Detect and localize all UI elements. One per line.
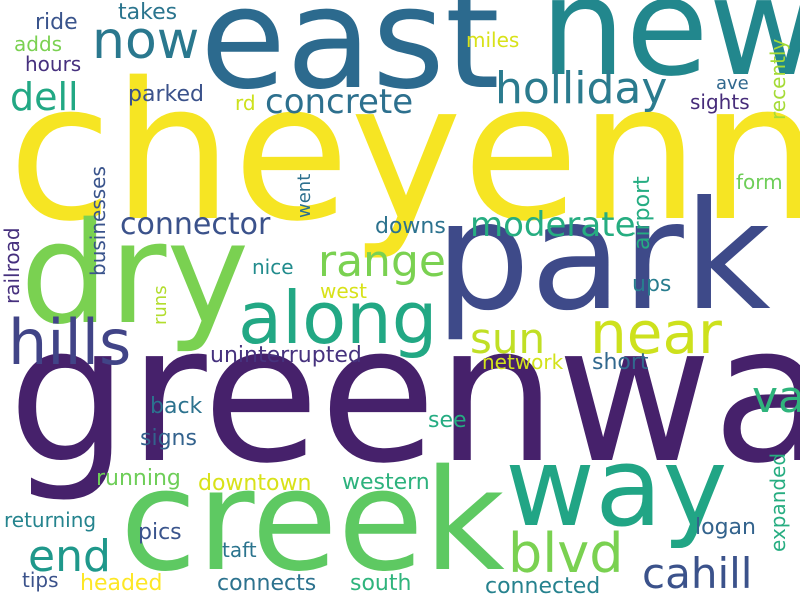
word: railroad: [0, 227, 24, 304]
word: hills: [8, 306, 132, 379]
word: connects: [217, 571, 317, 596]
word: downs: [375, 214, 446, 239]
word: ups: [632, 272, 672, 297]
word: near: [590, 299, 722, 367]
word: dry: [20, 193, 250, 356]
word: park: [435, 170, 771, 344]
word: uninterrupted: [210, 343, 362, 368]
word: runs: [150, 285, 171, 325]
word: tips: [22, 568, 59, 592]
word: pics: [138, 520, 182, 545]
word: network: [482, 350, 564, 374]
word: range: [318, 236, 446, 287]
word: connected: [485, 574, 601, 599]
word: headed: [80, 571, 163, 596]
word: greenway: [8, 284, 800, 505]
word: hours: [25, 52, 82, 76]
word: connector: [120, 207, 271, 242]
word: signs: [140, 426, 197, 451]
word: running: [96, 466, 181, 491]
word: cheyenne: [8, 42, 800, 263]
word: holliday: [495, 63, 668, 114]
word: creek: [120, 440, 505, 600]
word: miles: [466, 28, 520, 52]
word: east: [200, 0, 500, 121]
word: blvd: [508, 522, 624, 585]
word: nice: [252, 255, 294, 279]
word: recently: [766, 38, 790, 120]
word: logan: [695, 515, 756, 540]
word: expanded: [766, 452, 790, 552]
word: returning: [4, 508, 97, 532]
word: south: [350, 571, 412, 596]
word: moderate: [470, 205, 636, 245]
word: back: [150, 394, 203, 419]
word: sun: [470, 314, 546, 363]
word: sights: [690, 90, 750, 114]
word: airport: [630, 176, 655, 250]
word: concrete: [265, 82, 414, 122]
word: form: [736, 170, 783, 194]
word: along: [238, 276, 438, 360]
word: way: [505, 423, 728, 551]
word: adds: [14, 32, 63, 56]
word: end: [28, 531, 111, 582]
word: ride: [35, 10, 78, 35]
word: went: [294, 173, 315, 218]
word: rd: [235, 91, 256, 115]
word: short: [592, 350, 649, 375]
word: new: [540, 0, 800, 106]
word: dell: [10, 75, 79, 119]
word: businesses: [86, 166, 110, 276]
word: ave: [716, 73, 749, 94]
word: downtown: [198, 471, 312, 496]
word: taft: [222, 538, 257, 562]
word: western: [342, 470, 430, 495]
word: now: [92, 11, 200, 71]
word: west: [320, 279, 367, 303]
word: cahill: [642, 549, 753, 598]
word: valley: [752, 372, 800, 423]
word: takes: [118, 0, 178, 25]
word: see: [428, 408, 467, 433]
word: parked: [128, 82, 204, 107]
